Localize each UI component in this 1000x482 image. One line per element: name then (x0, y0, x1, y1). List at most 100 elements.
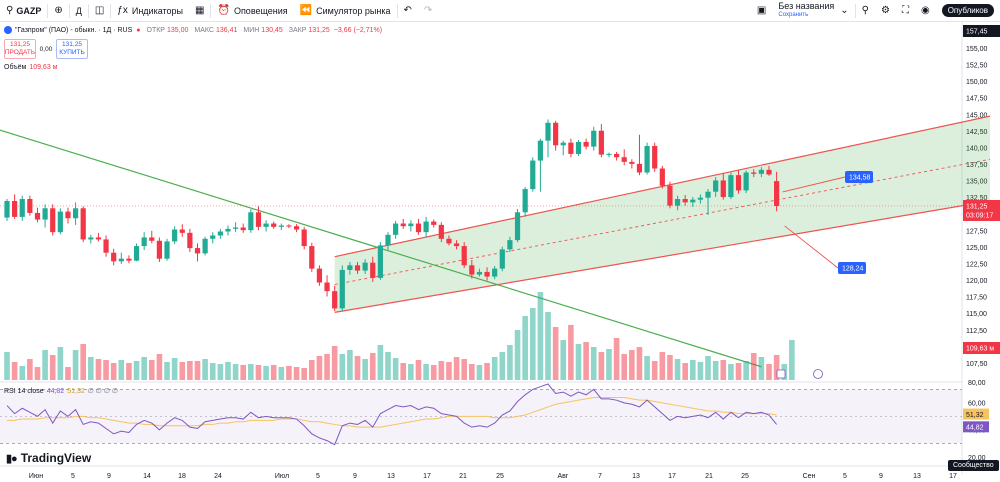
indicators-button[interactable]: ƒx Индикаторы (111, 0, 189, 22)
gear-icon: ⚙ (881, 5, 890, 16)
snapshot-button[interactable]: ◉ (915, 0, 936, 22)
candle-body (537, 140, 543, 161)
magnifier-icon: ⚲ (861, 5, 869, 16)
price-tick-label: 132,50 (966, 195, 988, 202)
volume-axis-box (963, 342, 1000, 354)
layout-menu-icon-button[interactable]: ▣ (751, 0, 772, 22)
candle-body (179, 229, 185, 233)
volume-bar (507, 345, 513, 380)
undo-button[interactable]: ↶ (398, 0, 418, 22)
exchange-logo-icon (4, 26, 12, 34)
redo-button[interactable]: ↷ (418, 0, 438, 22)
undo-icon: ↶ (403, 5, 412, 16)
symbol-search[interactable]: ⚲ GAZP (0, 0, 47, 22)
last-price-label: 131,25 (966, 203, 988, 210)
candle-body (133, 246, 140, 261)
volume-bar (735, 363, 742, 380)
alerts-button[interactable]: ⏰ Оповещения (211, 0, 293, 22)
publish-button[interactable]: Опубликов (936, 0, 1000, 22)
indicators-icon: ƒx (117, 5, 128, 16)
candle-body (19, 199, 25, 217)
time-tick-label: 18 (178, 473, 186, 480)
time-tick-label: 9 (107, 473, 111, 480)
candle-body (141, 237, 147, 247)
community-button[interactable]: Сообщество (948, 460, 999, 471)
candle-body (156, 240, 162, 259)
chart-type-button[interactable]: ◫ (89, 0, 110, 22)
volume-bar (19, 366, 26, 380)
candle-body (751, 172, 757, 174)
volume-bar (88, 357, 94, 380)
replay-button[interactable]: ⏪ Симулятор рынка (294, 0, 397, 22)
candle-body (644, 145, 650, 173)
tradingview-logo-icon: ▮● (6, 452, 18, 465)
candle-body (293, 226, 300, 230)
volume-bar (598, 352, 605, 380)
volume-bar (301, 368, 307, 380)
volume-legend-label: Объём (4, 64, 27, 71)
candle-body (690, 199, 696, 203)
quick-search-button[interactable]: ⚲ (856, 0, 875, 22)
volume-bar (629, 350, 635, 380)
layout-save-status: Сохранить (778, 11, 809, 18)
rsi-tick-label: 20,00 (968, 455, 986, 462)
volume-bar (644, 356, 650, 380)
time-tick-label: 5 (316, 473, 320, 480)
callout-label: 128,24 (842, 266, 864, 273)
settings-button[interactable]: ⚙ (875, 0, 896, 22)
legend-open-label: ОТКР (146, 26, 165, 34)
candle-body (194, 248, 201, 254)
tradingview-logo[interactable]: ▮● TradingView (6, 451, 92, 465)
volume-bar (187, 361, 193, 380)
volume-bar (286, 366, 292, 380)
buy-button[interactable]: 131,25 КУПИТЬ (56, 39, 88, 59)
sell-price: 131,25 (10, 41, 30, 48)
time-tick-label: 17 (949, 473, 957, 480)
time-tick-label: 17 (668, 473, 676, 480)
volume-bar (354, 356, 361, 380)
volume-bar (583, 342, 589, 380)
lightning-event-icon (813, 369, 823, 379)
volume-bar (385, 352, 391, 380)
volume-bar (240, 365, 247, 380)
volume-bar (446, 362, 452, 380)
candle-body (164, 241, 170, 259)
layout-icon: ▣ (756, 5, 767, 16)
candle-body (88, 237, 94, 240)
alerts-label: Оповещения (233, 5, 288, 16)
rsi-line (6, 383, 778, 446)
price-tick-label: 115,00 (966, 311, 987, 318)
publish-label: Опубликов (941, 4, 994, 17)
candle-body (34, 212, 41, 220)
fullscreen-icon: ⛶ (901, 5, 909, 16)
sell-button[interactable]: 131,25 ПРОДАТЬ (4, 39, 36, 59)
rsi-axis-label: 44,82 (966, 424, 984, 431)
volume-bar (194, 361, 201, 380)
layout-name-button[interactable]: Без названия Сохранить ⌄ (772, 0, 854, 22)
last-price-box (963, 199, 1000, 221)
legend-low-label: МИН (243, 26, 260, 34)
symbol-name: GAZP (16, 5, 42, 16)
candle-body (240, 227, 246, 231)
top-toolbar: ⚲ GAZP ⊕ Д ◫ ƒx Индикаторы ▦ ⏰ Оповещени… (0, 0, 1000, 22)
candle-body (233, 227, 239, 229)
volume-bar (423, 364, 429, 380)
compare-button[interactable]: ⊕ (48, 0, 68, 22)
fullscreen-button[interactable]: ⛶ (896, 0, 915, 22)
trade-buttons: 131,25 ПРОДАТЬ 0,00 131,25 КУПИТЬ (4, 39, 88, 59)
interval-button[interactable]: Д (70, 0, 88, 22)
volume-bar (438, 361, 445, 380)
replay-label: Симулятор рынка (316, 5, 391, 16)
candle-body (453, 243, 460, 247)
candle-body (172, 229, 178, 242)
candle-body (217, 231, 223, 236)
candle-body (339, 269, 345, 309)
layouts-button[interactable]: ▦ (189, 0, 210, 22)
candle-body (27, 199, 33, 213)
candle-body (499, 249, 505, 269)
price-tick-label: 145,00 (966, 112, 988, 119)
volume-bar (392, 358, 399, 380)
candle-body (568, 142, 574, 154)
redo-icon: ↷ (423, 5, 433, 16)
